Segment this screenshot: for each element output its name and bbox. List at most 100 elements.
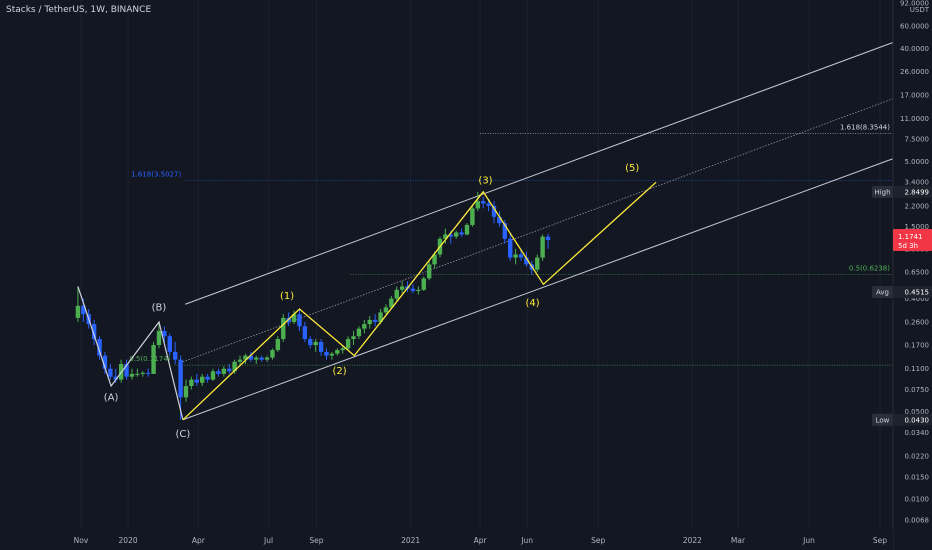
price-tick-label: 0.0150 xyxy=(905,474,930,482)
price-badge-bg xyxy=(893,285,932,298)
price-tick-label: 0.6500 xyxy=(905,269,930,277)
candle-body xyxy=(362,324,367,329)
time-tick-label: Sep xyxy=(591,536,605,545)
price-badge-label: Avg xyxy=(876,288,889,296)
candle-body xyxy=(383,307,389,313)
candle-body xyxy=(426,264,432,279)
time-tick-label: Apr xyxy=(474,536,488,545)
candle-body xyxy=(216,371,221,374)
currency-label: USDT xyxy=(910,6,930,14)
grid xyxy=(80,0,881,530)
price-badge-value: 2.8499 xyxy=(905,188,930,196)
time-tick-label: Jun xyxy=(802,536,815,545)
price-tick-label: 1.5000 xyxy=(905,223,930,231)
candle-body xyxy=(502,223,508,239)
candle-body xyxy=(421,278,426,290)
candle-body xyxy=(394,289,399,299)
time-axis-ticks: Nov 2020 Apr Jul Sep 2021 Apr Jun Sep 2022 Mar Jun S… xyxy=(74,536,888,545)
candle-body xyxy=(145,372,151,374)
candle-body xyxy=(81,305,86,315)
candle-body xyxy=(513,254,518,258)
time-tick-label: 2020 xyxy=(119,536,138,545)
candle-body xyxy=(162,331,167,337)
candle-body xyxy=(351,336,356,340)
candle-body xyxy=(237,359,243,362)
candle-body xyxy=(227,368,232,372)
bar-countdown: 5d 3h xyxy=(898,242,918,250)
time-axis[interactable] xyxy=(0,530,893,550)
candle-body xyxy=(524,257,529,265)
price-tick-label: 0.1700 xyxy=(905,342,930,350)
candles xyxy=(75,191,551,420)
candle-body xyxy=(432,254,437,265)
price-tick-label: 7.5000 xyxy=(905,136,930,144)
price-badge-bg xyxy=(893,413,932,426)
candle-body xyxy=(464,224,470,235)
price-tick-label: 0.1100 xyxy=(905,365,930,373)
impulse-wave xyxy=(182,181,657,421)
candle-body xyxy=(200,376,205,383)
candle-body xyxy=(481,201,486,204)
candle-body xyxy=(345,339,351,349)
candle-body xyxy=(448,234,453,237)
symbol-title: Stacks / TetherUS, 1W, BINANCE xyxy=(6,5,152,15)
candle-body xyxy=(459,232,464,235)
candle-body xyxy=(540,236,545,258)
price-badge-label: High xyxy=(874,188,890,196)
price-tick-label: 92.0000 xyxy=(900,0,929,8)
candle-body xyxy=(232,361,237,372)
candle-body xyxy=(178,359,183,398)
candle-body xyxy=(313,341,318,346)
candle-body xyxy=(410,288,416,291)
candle-body xyxy=(324,351,329,356)
candle-body xyxy=(302,326,308,340)
price-tick-label: 0.0220 xyxy=(905,453,930,461)
price-tick-label: 40.0000 xyxy=(900,45,929,53)
price-badge-value: 0.0430 xyxy=(905,416,930,424)
wave-label: (A) xyxy=(104,392,119,403)
price-tick-label: 0.0500 xyxy=(905,408,930,416)
wave-lines xyxy=(77,181,657,421)
fib-level-label: 0.5(0.1174) xyxy=(129,355,170,363)
candle-body xyxy=(113,376,118,380)
wave-label: (5) xyxy=(625,163,639,174)
candle-body xyxy=(75,305,81,318)
candle-body xyxy=(172,351,178,360)
candle-body xyxy=(129,373,135,377)
price-axis[interactable] xyxy=(893,0,932,550)
wave-label: (C) xyxy=(176,429,191,440)
candle-body xyxy=(108,368,113,377)
price-badge-value: 0.4515 xyxy=(905,288,930,296)
candle-body xyxy=(270,350,275,358)
candle-body xyxy=(167,336,172,352)
price-tick-label: 0.0750 xyxy=(905,386,930,394)
price-tick-label: 0.4000 xyxy=(905,295,930,303)
wave-label: (2) xyxy=(333,366,347,377)
candle-body xyxy=(254,357,259,360)
price-badge-bg xyxy=(893,185,932,198)
candle-body xyxy=(97,339,102,356)
wave-labels: (A) (B) (C) (1) (2) (3) (4) (5) xyxy=(104,163,640,440)
candle-body xyxy=(491,205,497,217)
price-tick-label: 3.4000 xyxy=(905,179,930,187)
candle-body xyxy=(340,348,345,351)
candle-body xyxy=(194,379,199,383)
time-tick-label: 2021 xyxy=(401,536,420,545)
price-tick-label: 0.0100 xyxy=(905,496,930,504)
price-tick-label: 5.0000 xyxy=(905,158,930,166)
price-badge-tag xyxy=(872,285,893,298)
candle-body xyxy=(508,238,513,258)
price-tick-label: 17.0000 xyxy=(900,91,929,99)
candle-body xyxy=(367,319,372,325)
price-tick-label: 26.0000 xyxy=(900,68,929,76)
fib-levels: 1.618(8.3544) 1.618(3.5027) 0.5(0.6238) 0.5… xyxy=(129,123,893,366)
time-tick-label: Mar xyxy=(731,536,746,545)
candle-body xyxy=(210,371,216,380)
candle-body xyxy=(399,286,405,290)
fib-level-label: 1.618(8.3544) xyxy=(840,123,890,131)
candle-body xyxy=(497,216,502,224)
time-tick-label: Apr xyxy=(192,536,206,545)
